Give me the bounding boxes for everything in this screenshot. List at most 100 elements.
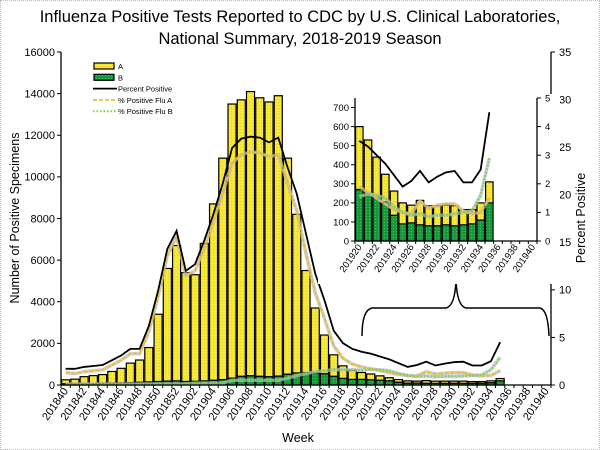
legend-label: A: [118, 62, 123, 71]
bar-a-201912: [282, 157, 293, 375]
y2-tick-label: 15: [559, 237, 571, 249]
inset-bar-a-201920: [355, 125, 364, 191]
inset-y2-tick-label: 0: [545, 236, 550, 247]
y-tick-label: 2000: [31, 338, 55, 350]
bar-a-201927: [421, 379, 431, 384]
bar-a-201931: [458, 380, 468, 384]
inset-bar-b-201934: [476, 219, 485, 242]
bar-a-201930: [449, 380, 459, 384]
legend-swatch-A: [93, 62, 115, 70]
bar-b-201918: [338, 377, 348, 386]
bar-a-201851: [162, 267, 172, 382]
bar-a-201910: [264, 101, 274, 378]
inset-line-percent-positive: [358, 112, 491, 188]
bar-a-201906: [227, 103, 237, 379]
bar-a-201916: [319, 334, 330, 375]
bar-a-201929: [440, 380, 450, 384]
y-tick-label: 4000: [31, 297, 55, 309]
inset-y-tick-label: 400: [333, 160, 349, 171]
line-percent-positive: [65, 135, 501, 370]
bar-a-201848: [134, 359, 145, 383]
bar-a-201845: [107, 370, 117, 384]
inset-bar-b-201921: [363, 192, 373, 242]
bar-b-201921: [366, 379, 376, 386]
bar-a-201919: [347, 369, 357, 380]
legend-label: % Positive Flu B: [118, 107, 173, 116]
y2-tick-label: 35: [559, 47, 571, 59]
y-tick-label: 6000: [31, 255, 55, 267]
inset-bar-b-201930: [441, 224, 451, 242]
inset-y-tick-label: 700: [333, 103, 349, 114]
bar-a-201901: [181, 272, 191, 383]
bar-a-201852: [171, 244, 182, 382]
inset-brace: [361, 279, 550, 337]
bar-b-201915: [310, 372, 320, 386]
inset-y2-tick-label: 2: [545, 179, 550, 190]
y-tick-label: 0: [49, 380, 55, 392]
inset-y-tick-label: 600: [333, 122, 349, 133]
legend-swatch-B: [93, 73, 115, 81]
inset-bar-b-201928: [424, 225, 433, 242]
bar-a-201908: [245, 90, 256, 377]
inset-line-pct-flu-b: [359, 157, 491, 218]
y2-tick-label: 0: [559, 380, 565, 392]
inset-y2-tick-label: 1: [545, 208, 550, 219]
line-pct-flu-a: [65, 150, 501, 377]
inset-y2-tick-label: 5: [545, 93, 550, 104]
inset-y2-tick-label: 3: [545, 151, 550, 162]
title-line-2: National Summary, 2018-2019 Season: [158, 30, 442, 48]
legend-label: % Positive Flu A: [118, 96, 172, 105]
bar-a-201917: [329, 354, 339, 377]
bar-a-201922: [375, 375, 385, 381]
inset-bar-b-201935: [485, 202, 494, 242]
bar-a-201849: [144, 346, 154, 383]
bar-a-201914: [301, 269, 311, 374]
legend-label: B: [118, 73, 123, 82]
bar-a-201918: [338, 365, 348, 379]
bar-a-201847: [125, 362, 135, 384]
bar-b-201922: [375, 379, 385, 386]
bar-a-201933: [477, 380, 487, 384]
bar-b-201919: [347, 378, 357, 386]
bar-a-201904: [208, 203, 219, 381]
chart-title: Influenza Positive Tests Reported to CDC…: [0, 6, 600, 50]
bar-a-201909: [255, 97, 265, 377]
inset-y-tick-label: 500: [333, 141, 349, 152]
y-tick-label: 12000: [24, 130, 55, 142]
bar-a-201935: [495, 377, 505, 382]
y2-axis-label: Percent Positive: [574, 173, 588, 263]
bar-a-201850: [153, 313, 163, 383]
bar-a-201913: [292, 213, 302, 374]
inset-y-tick-label: 200: [333, 198, 349, 209]
bar-a-201934: [486, 380, 496, 384]
inset-bar-b-201926: [407, 222, 416, 242]
inset-bar-b-201932: [459, 224, 468, 242]
bar-a-201926: [412, 380, 422, 384]
inset-bar-b-201931: [450, 225, 459, 242]
y-tick-label: 14000: [24, 88, 55, 100]
y2-tick-label: 30: [559, 94, 571, 106]
y2-tick-label: 25: [559, 142, 571, 154]
y-axis-label: Number of Positive Specimens: [8, 133, 22, 304]
x-axis-label: Week: [282, 431, 314, 445]
bar-a-201932: [467, 380, 478, 384]
inset-bar-b-201933: [467, 223, 477, 242]
y2-tick-label: 20: [559, 190, 571, 202]
inset-y-tick-label: 0: [344, 236, 349, 247]
y-tick-label: 16000: [24, 47, 55, 59]
title-line-1: Influenza Positive Tests Reported to CDC…: [39, 8, 561, 26]
inset-y2-tick-label: 4: [545, 122, 550, 133]
bar-a-201924: [393, 378, 404, 383]
bar-a-201846: [116, 367, 126, 384]
bar-a-201928: [430, 380, 441, 384]
y-tick-label: 8000: [31, 213, 55, 225]
inset-bar-a-201935: [485, 181, 494, 204]
bar-a-201923: [384, 377, 394, 382]
bar-a-201905: [218, 157, 228, 381]
bar-a-201920: [356, 371, 367, 380]
inset-bar-b-201925: [398, 223, 407, 242]
bar-a-201925: [403, 380, 413, 384]
inset-bar-b-201922: [372, 196, 381, 242]
y-tick-label: 10000: [24, 172, 55, 184]
